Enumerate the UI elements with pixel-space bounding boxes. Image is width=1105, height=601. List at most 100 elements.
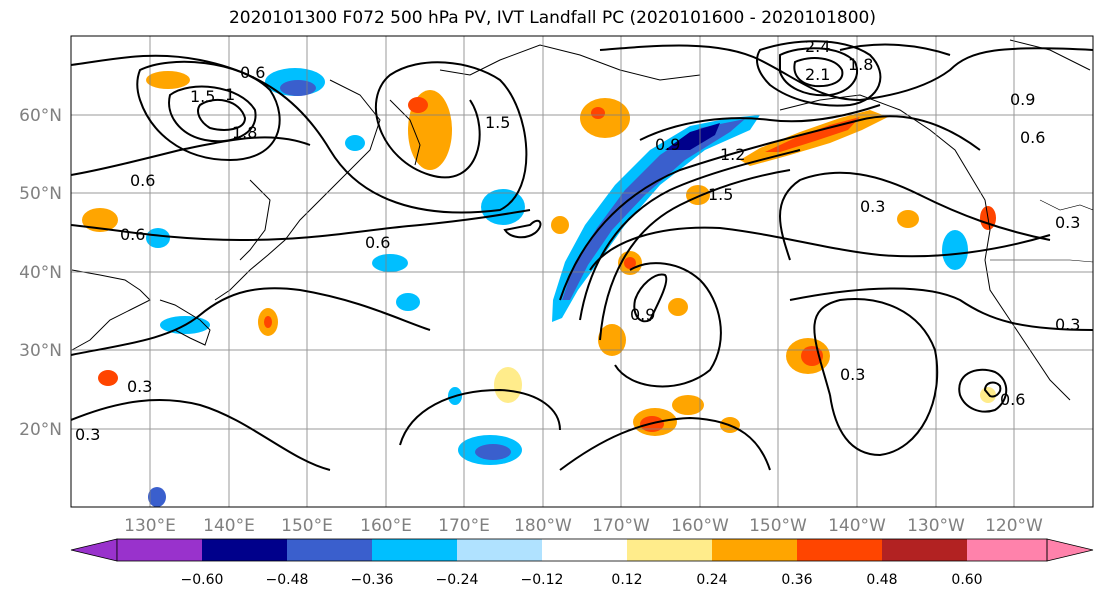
ivt-contours	[71, 40, 1093, 471]
contour-label: 0.3	[860, 197, 885, 216]
lat-label: 20°N	[19, 420, 62, 440]
colorbar-frame	[116, 538, 1048, 562]
colorbar-tick: 0.12	[611, 572, 642, 588]
contour-label: 2.4	[805, 37, 830, 56]
colorbar-bin	[882, 539, 967, 561]
blob	[372, 254, 408, 272]
blob	[475, 444, 511, 460]
map-frame	[70, 35, 1094, 508]
lon-label: 140°W	[828, 516, 886, 536]
contour-label: 0.6	[120, 225, 145, 244]
colorbar-tick: 0.48	[866, 572, 897, 588]
negative-band	[552, 115, 760, 322]
contour-label: 0.3	[75, 425, 100, 444]
contour-label: 1.5	[708, 185, 733, 204]
colorbar-bin	[967, 539, 1047, 561]
blob	[345, 135, 365, 151]
contour-label: 0.3	[127, 377, 152, 396]
contour-label: 0.6	[1020, 128, 1045, 147]
negative-band-max	[665, 123, 720, 150]
colorbar-tick: −0.24	[436, 572, 479, 588]
contour-label: 0.3	[840, 365, 865, 384]
blob	[672, 395, 704, 415]
lon-label: 150°W	[749, 516, 807, 536]
contour-label: 1.5	[190, 87, 215, 106]
blob	[897, 210, 919, 228]
colorbar-bin	[627, 539, 712, 561]
contour-label: 0.9	[630, 305, 655, 324]
lon-label: 120°W	[985, 516, 1043, 536]
blob	[481, 189, 525, 225]
blob	[146, 228, 170, 248]
contour-label: 0.3	[1055, 315, 1080, 334]
contour-label: 1	[225, 85, 235, 104]
colorbar-bin	[712, 539, 797, 561]
colorbar-bin	[457, 539, 542, 561]
lat-label: 50°N	[19, 184, 62, 204]
shaded-field	[82, 68, 996, 507]
lat-labels: 60°N 50°N 40°N 30°N 20°N	[19, 106, 62, 440]
colorbar-tick: 0.24	[696, 572, 727, 588]
lon-label: 180°W	[514, 516, 572, 536]
blob	[942, 230, 968, 270]
blob	[686, 185, 710, 205]
blob	[551, 216, 569, 234]
lat-label: 40°N	[19, 263, 62, 283]
colorbar-tick: −0.48	[266, 572, 309, 588]
blob	[598, 324, 626, 356]
colorbar-tick: −0.36	[351, 572, 394, 588]
gridlines	[71, 36, 1093, 507]
blob	[494, 367, 522, 403]
contour-label: 1.5	[485, 113, 510, 132]
colorbar-bin	[287, 539, 372, 561]
lon-labels: 130°E 140°E 150°E 160°E 170°E 180°W 170°…	[124, 516, 1043, 536]
blob	[280, 80, 316, 96]
colorbar-bin	[117, 539, 202, 561]
lon-label: 170°E	[438, 516, 490, 536]
colorbar-tick: 0.36	[781, 572, 812, 588]
contour-label: 0.3	[1055, 213, 1080, 232]
colorbar-bin	[202, 539, 287, 561]
blob	[98, 370, 118, 386]
contour-label: 0.6	[130, 171, 155, 190]
lon-label: 160°E	[360, 516, 412, 536]
lon-label: 130°W	[907, 516, 965, 536]
colorbar-bin	[542, 539, 627, 561]
blob	[580, 98, 630, 138]
contour-label: 1.2	[720, 145, 745, 164]
colorbar-tick: 0.60	[951, 572, 982, 588]
blob	[148, 487, 166, 507]
contour-label: 2.1	[805, 65, 830, 84]
blob	[146, 71, 190, 89]
blob	[591, 107, 605, 119]
contour-labels: 0.6 1.5 1 1.8 0.6 0.6 1.5 0.6 0.9 1.2 1.…	[75, 37, 1080, 444]
contour-label: 0.6	[365, 233, 390, 252]
colorbar-tick: −0.12	[521, 572, 564, 588]
blob	[396, 293, 420, 311]
lat-label: 30°N	[19, 341, 62, 361]
blob	[264, 316, 272, 328]
lat-label: 60°N	[19, 106, 62, 126]
lon-label: 150°E	[281, 516, 333, 536]
blob	[624, 257, 636, 269]
contour-label: 0.9	[1010, 90, 1035, 109]
contour-label: 0.9	[655, 135, 680, 154]
lon-label: 130°E	[124, 516, 176, 536]
contour-label: 1.8	[232, 123, 257, 142]
blob	[408, 97, 428, 113]
contour-label: 0.6	[240, 63, 265, 82]
contour-label: 0.6	[1000, 390, 1025, 409]
colorbar: −0.60 −0.48 −0.36 −0.24 −0.12 0.12 0.24 …	[70, 538, 1094, 588]
blob	[82, 208, 118, 232]
colorbar-bin	[372, 539, 457, 561]
colorbar-bin	[797, 539, 882, 561]
plot-title: 2020101300 F072 500 hPa PV, IVT Landfall…	[228, 8, 876, 28]
lon-label: 170°W	[592, 516, 650, 536]
contour-label: 1.8	[848, 55, 873, 74]
lon-label: 160°W	[671, 516, 729, 536]
colorbar-tick: −0.60	[181, 572, 224, 588]
blob	[668, 298, 688, 316]
colorbar-extend-low	[70, 538, 118, 562]
lon-label: 140°E	[203, 516, 255, 536]
